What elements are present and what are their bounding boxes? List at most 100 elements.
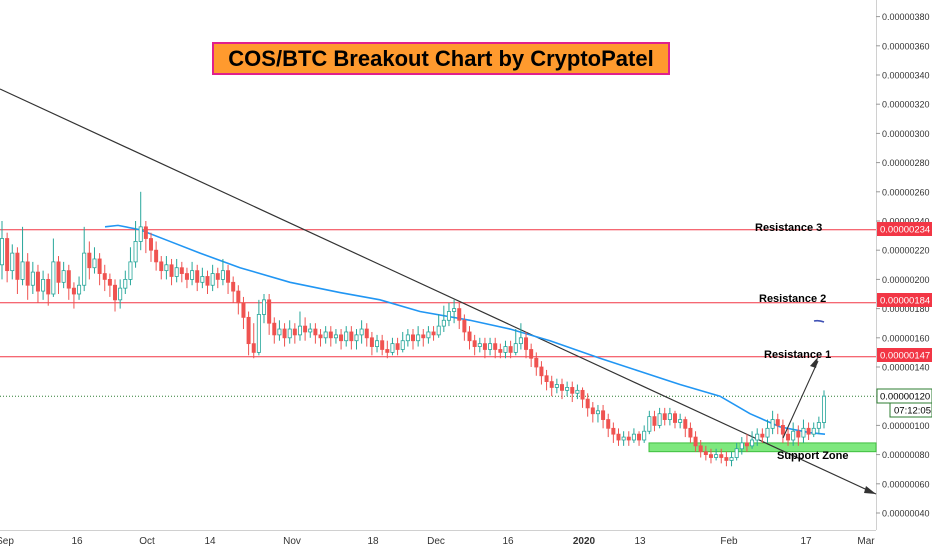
candle	[35, 264, 40, 303]
candle-body	[405, 334, 410, 342]
candle-body	[441, 319, 446, 327]
candle	[549, 375, 554, 397]
candle-body	[775, 419, 780, 426]
candle-body	[477, 343, 482, 347]
candle	[508, 340, 513, 359]
candle-body	[313, 328, 318, 336]
candle-body	[5, 238, 10, 272]
candle	[431, 326, 436, 341]
candle	[729, 451, 734, 467]
candle	[41, 270, 46, 300]
candle-body	[15, 252, 20, 280]
time-tick-label: 13	[634, 536, 646, 547]
candle-body	[328, 331, 333, 339]
resistance-1-price-badge: 0.00000147	[877, 348, 932, 362]
candle	[446, 302, 451, 327]
candle-body	[380, 340, 385, 350]
candle	[97, 253, 102, 286]
candle-body	[71, 287, 76, 295]
candle-body	[554, 384, 559, 388]
price-axis: 0.00000040 0.00000060 0.00000080 0.00000100…	[876, 12, 930, 519]
candle-body	[647, 416, 652, 432]
candle-body	[703, 451, 708, 455]
candle-body	[626, 436, 631, 441]
price-tick-label: 0.00000200	[882, 275, 930, 285]
candle-body	[46, 278, 51, 295]
candle	[631, 428, 636, 443]
candle-body	[231, 281, 236, 292]
candle-body	[688, 427, 693, 438]
candle-body	[467, 331, 472, 342]
candle-body	[755, 433, 760, 441]
candle	[267, 294, 272, 335]
candle	[328, 326, 333, 347]
candle-body	[801, 427, 806, 438]
candle-body	[97, 258, 102, 274]
time-tick-label: 16	[71, 536, 83, 547]
candle	[780, 419, 785, 443]
price-tick-label: 0.00000320	[882, 100, 930, 110]
candle	[82, 226, 87, 292]
candle	[498, 343, 503, 359]
candle	[246, 311, 251, 356]
candle	[657, 407, 662, 429]
projection-arrow-head-icon	[810, 357, 818, 368]
candle-body	[657, 413, 662, 426]
candle-body	[575, 389, 580, 394]
candle-body	[446, 311, 451, 321]
candle-body	[159, 261, 164, 272]
candle-body	[400, 340, 405, 350]
candle	[154, 241, 159, 271]
candle-body	[390, 343, 395, 353]
candle	[71, 282, 76, 309]
candle	[606, 413, 611, 438]
candle	[811, 422, 816, 438]
candle-body	[220, 270, 225, 280]
candle-body	[498, 349, 503, 353]
candle-body	[601, 410, 606, 420]
candle	[143, 221, 148, 254]
candle-body	[323, 331, 328, 339]
time-tick-label: 2020	[573, 536, 596, 547]
candle-body	[35, 271, 40, 292]
candle-body	[200, 276, 205, 283]
candle	[673, 410, 678, 429]
candle-body	[708, 454, 713, 458]
candle	[405, 329, 410, 347]
candle-body	[51, 261, 56, 295]
candle-body	[642, 430, 647, 441]
price-tick-label: 0.00000300	[882, 129, 930, 139]
candle-body	[673, 413, 678, 423]
svg-text:0.00000120: 0.00000120	[880, 392, 930, 403]
candle	[575, 384, 580, 400]
svg-text:0.00000147: 0.00000147	[880, 351, 930, 362]
candle-body	[719, 454, 724, 458]
candle	[128, 247, 133, 286]
candle	[580, 387, 585, 408]
descending-trendline[interactable]	[0, 88, 877, 495]
resistance-2-label: Resistance 2	[759, 293, 826, 305]
bar-countdown-badge: 07:12:05	[889, 402, 932, 418]
candle	[590, 402, 595, 423]
candle	[714, 448, 719, 461]
breakout-projection-arrow[interactable]	[782, 360, 819, 439]
candle	[344, 326, 349, 347]
candle	[0, 221, 4, 280]
candle-body	[297, 325, 302, 336]
resistance-1-label: Resistance 1	[764, 349, 831, 361]
candle-body	[154, 249, 159, 263]
candle-body	[724, 457, 729, 461]
candle-body	[698, 445, 703, 453]
candle-body	[585, 398, 590, 409]
candle	[15, 247, 20, 294]
candle-body	[524, 337, 529, 350]
candle-body	[82, 252, 87, 286]
candle	[236, 285, 241, 315]
candle	[477, 337, 482, 353]
candle-body	[534, 357, 539, 368]
candle-body	[385, 349, 390, 353]
candle-body	[780, 424, 785, 435]
candle	[385, 340, 390, 359]
candle-body	[482, 343, 487, 350]
